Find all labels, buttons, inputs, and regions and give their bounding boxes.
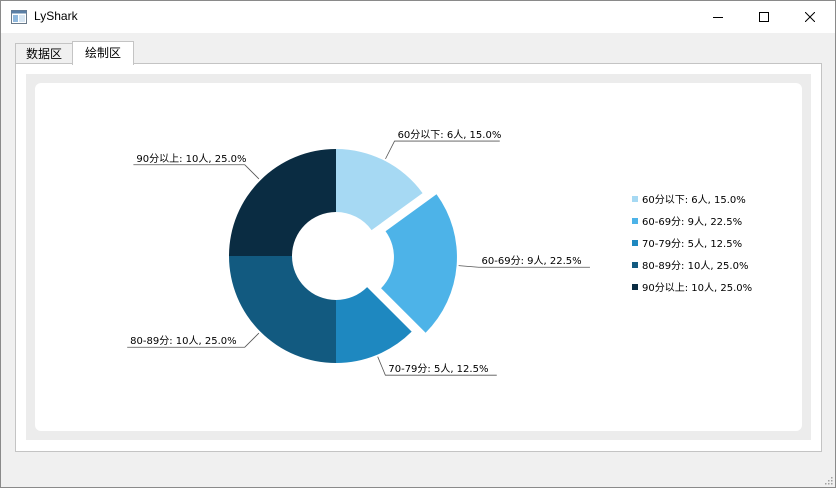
- tab-draw-area[interactable]: 绘制区: [72, 41, 134, 65]
- tab-pane-draw-area: 60分以下: 6人, 15.0% 60分以下: 6人, 15.0% 60-69分: …: [15, 63, 822, 452]
- pie-slice-2[interactable]: [381, 194, 457, 333]
- resize-grip-icon[interactable]: [823, 475, 833, 485]
- legend-item-4[interactable]: 80-89分: 10人, 25.0%: [642, 260, 748, 272]
- legend-marker-1: [632, 196, 638, 202]
- label-leader-line-3: [377, 356, 497, 376]
- label-leader-line-1: [385, 140, 500, 160]
- slice-label-5: 90分以上: 10人, 25.0%: [136, 153, 246, 165]
- legend-marker-3: [632, 240, 638, 246]
- legend-item-5[interactable]: 90分以上: 10人, 25.0%: [642, 282, 752, 294]
- legend-marker-4: [632, 262, 638, 268]
- label-leader-line-5: [133, 164, 260, 180]
- legend-item-2[interactable]: 60-69分: 9人, 22.5%: [642, 216, 742, 228]
- chart-area: 60分以下: 6人, 15.0% 60分以下: 6人, 15.0% 60-69分: …: [35, 83, 802, 431]
- minimize-button[interactable]: [695, 1, 741, 33]
- pie-slice-3[interactable]: [336, 287, 412, 363]
- label-leader-line-4: [127, 332, 260, 348]
- legend-marker-2: [632, 218, 638, 224]
- slice-label-3: 70-79分: 5人, 12.5%: [388, 363, 488, 375]
- slice-label-1: 60分以下: 6人, 15.0%: [398, 129, 502, 141]
- maximize-button[interactable]: [741, 1, 787, 33]
- legend-marker-5: [632, 284, 638, 290]
- slice-label-4: 80-89分: 10人, 25.0%: [130, 335, 236, 347]
- title-bar[interactable]: LyShark: [1, 1, 835, 33]
- pie-slice-1[interactable]: [336, 149, 423, 231]
- pie-chart: 60分以下: 6人, 15.0% 60分以下: 6人, 15.0% 60-69分: …: [127, 129, 752, 376]
- pie-slice-4[interactable]: [229, 256, 336, 363]
- legend-item-3[interactable]: 70-79分: 5人, 12.5%: [642, 238, 742, 250]
- maximize-icon: [759, 12, 769, 22]
- tab-label: 数据区: [25, 47, 62, 61]
- status-bar: [1, 456, 835, 487]
- close-icon: [805, 12, 815, 22]
- pie-slice-5[interactable]: [229, 149, 336, 256]
- chart-view: 60分以下: 6人, 15.0% 60分以下: 6人, 15.0% 60-69分: …: [26, 74, 811, 440]
- label-leader-line-2: [458, 265, 590, 268]
- legend-item-1[interactable]: 60分以下: 6人, 15.0%: [642, 194, 746, 206]
- app-window-icon: [11, 10, 27, 24]
- tab-data-area[interactable]: 数据区: [15, 43, 73, 64]
- minimize-icon: [713, 17, 723, 18]
- slice-label-2: 60-69分: 9人, 22.5%: [482, 255, 582, 267]
- window-title: LyShark: [34, 9, 78, 23]
- close-button[interactable]: [787, 1, 833, 33]
- tab-label: 绘制区: [84, 46, 121, 60]
